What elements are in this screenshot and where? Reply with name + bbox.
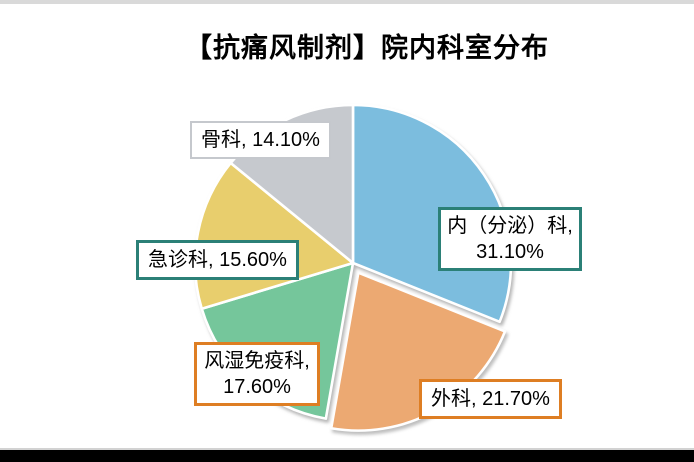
bottom-black-bar <box>0 448 694 462</box>
pie-label-rheumatology: 风湿免疫科, 17.60% <box>194 342 320 406</box>
chart-title: 【抗痛风制剂】院内科室分布 <box>185 33 549 63</box>
pie-label-emergency: 急诊科, 15.60% <box>136 240 299 280</box>
pie-label-orthopedics: 骨科, 14.10% <box>190 121 331 159</box>
window-top-strip <box>0 0 694 4</box>
pie-label-endocrinology: 内（分泌）科, 31.10% <box>438 207 582 271</box>
pie-label-surgery: 外科, 21.70% <box>419 379 562 419</box>
